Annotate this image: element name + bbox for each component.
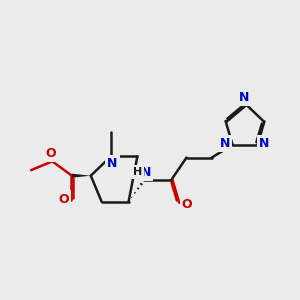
Text: O: O [58, 193, 69, 206]
Text: N: N [239, 91, 250, 103]
Text: N: N [259, 137, 269, 150]
Text: H: H [133, 167, 142, 177]
Text: N: N [140, 166, 151, 179]
Text: O: O [182, 198, 192, 211]
Polygon shape [72, 174, 91, 178]
Text: O: O [46, 147, 56, 160]
Text: N: N [220, 137, 230, 150]
Text: N: N [107, 158, 117, 170]
